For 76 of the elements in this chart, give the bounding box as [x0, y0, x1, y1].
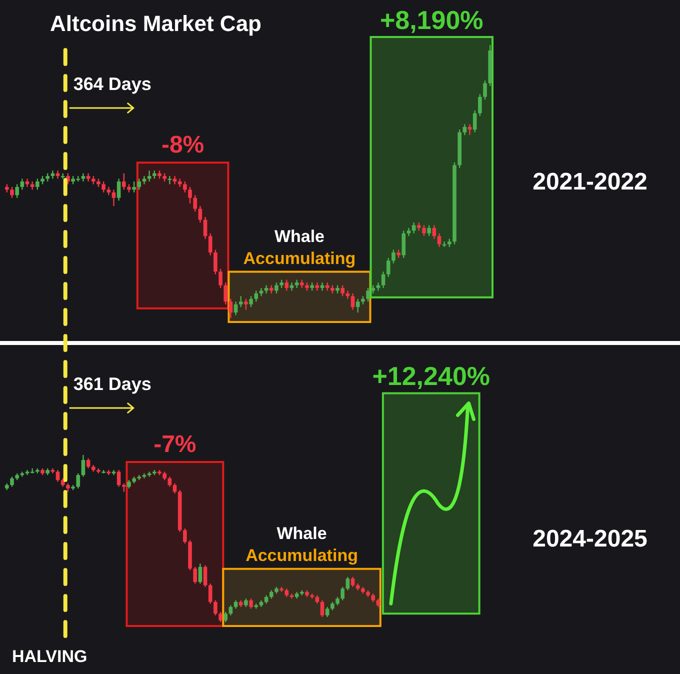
candlestick	[412, 222, 416, 234]
candlestick	[284, 279, 289, 292]
candlestick	[249, 296, 253, 308]
text: +12,240%	[372, 361, 490, 392]
chart-title: Altcoins Market Cap	[50, 11, 262, 36]
candlestick	[346, 576, 350, 591]
candlestick	[249, 598, 253, 610]
candlestick	[188, 186, 192, 204]
candlestick	[76, 472, 80, 489]
candlestick	[183, 528, 187, 544]
candlestick	[214, 249, 218, 275]
candlestick	[214, 600, 218, 616]
candlestick	[350, 576, 355, 588]
annotation: Whale	[276, 524, 327, 543]
candlestick	[224, 611, 228, 623]
candlestick	[102, 180, 106, 194]
candlestick	[386, 257, 390, 278]
candlestick	[366, 287, 370, 302]
candlestick	[325, 606, 330, 618]
candlestick	[228, 298, 233, 319]
candlestick	[137, 178, 142, 190]
candlestick	[122, 172, 126, 190]
candlestick	[483, 80, 487, 100]
candlestick	[20, 178, 24, 190]
candlestick	[238, 296, 243, 308]
candlestick	[340, 586, 344, 601]
candlestick	[224, 282, 228, 305]
candlestick	[218, 268, 222, 289]
candlestick	[340, 284, 344, 297]
annotation: Whale	[274, 226, 325, 246]
candlestick	[193, 194, 198, 212]
candlestick	[478, 94, 482, 117]
candlestick	[437, 232, 442, 248]
annotation: 364 Days	[73, 74, 152, 94]
candlestick	[112, 189, 116, 207]
candlestick	[81, 454, 86, 478]
candlestick	[218, 611, 222, 623]
candlestick	[116, 469, 121, 488]
candlestick	[198, 562, 202, 584]
text: +8,190%	[380, 5, 484, 35]
candlestick	[356, 298, 360, 314]
candlestick	[203, 564, 208, 588]
candlestick	[147, 170, 152, 182]
candlestick	[402, 230, 406, 259]
text: 361 Days	[73, 374, 152, 394]
candlestick	[15, 184, 19, 198]
candlestick	[56, 469, 60, 482]
annotation: Accumulating	[246, 546, 358, 565]
annotation: -7%	[154, 431, 196, 458]
candlestick	[10, 476, 14, 488]
candlestick	[234, 301, 238, 316]
candlestick	[350, 292, 355, 310]
candlestick	[432, 224, 436, 240]
candlestick	[208, 232, 212, 256]
candlestick	[274, 282, 278, 294]
candlestick	[472, 110, 477, 133]
text: 2024-2025	[532, 526, 648, 552]
candlestick	[10, 186, 14, 198]
candlestick	[392, 249, 396, 264]
candlestick	[183, 180, 187, 194]
candlestick	[203, 216, 208, 240]
candlestick	[427, 224, 431, 237]
annotation: Accumulating	[243, 248, 356, 268]
candlestick	[208, 582, 212, 604]
text: 2021-2022	[532, 168, 648, 196]
candlestick	[244, 298, 248, 310]
candlestick	[462, 124, 467, 136]
candlestick	[116, 178, 121, 202]
candlestick	[254, 290, 258, 302]
candlestick	[193, 566, 198, 584]
candlestick	[132, 180, 136, 194]
candlestick	[36, 178, 40, 190]
text: HALVING	[12, 647, 88, 666]
annotation: -8%	[161, 132, 204, 159]
candlestick	[422, 224, 426, 237]
candlestick	[320, 600, 324, 618]
